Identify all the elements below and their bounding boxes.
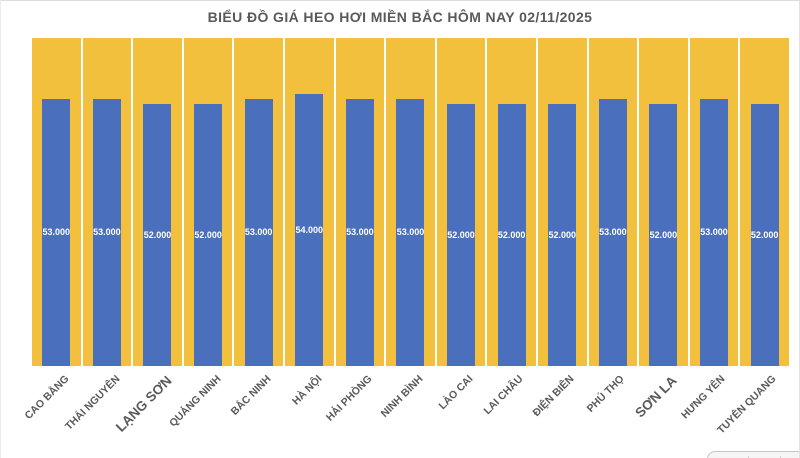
chart-title: BIỂU ĐỒ GIÁ HEO HƠI MIỀN BẮC HÔM NAY 02/… bbox=[207, 9, 593, 25]
category-label: SƠN LA bbox=[632, 373, 680, 421]
plot-area: 53.000 53.000 52.000 52.000 53.000 54.000 53.0… bbox=[32, 38, 789, 366]
category-label: CAO BẰNG bbox=[22, 373, 72, 422]
value-label: 52.000 bbox=[447, 229, 475, 240]
price-bar[interactable]: 53.000 bbox=[244, 98, 273, 366]
value-label: 54.000 bbox=[295, 224, 324, 235]
horizontal-scrollbar[interactable] bbox=[707, 451, 799, 458]
value-label: 52.000 bbox=[497, 229, 526, 240]
column-background: 53.000 bbox=[32, 38, 81, 366]
price-bar[interactable]: 52.000 bbox=[143, 103, 172, 366]
value-label: 52.000 bbox=[194, 229, 222, 240]
value-label: 52.000 bbox=[649, 229, 678, 240]
category-label: ĐIỆN BIÊN bbox=[530, 373, 577, 420]
column-background: 52.000 bbox=[133, 38, 182, 366]
category-label: NINH BÌNH bbox=[378, 373, 425, 420]
category-label: TUYÊN QUANG bbox=[714, 373, 779, 437]
value-label: 53.000 bbox=[700, 227, 728, 238]
scrollbar-tick bbox=[748, 456, 749, 458]
value-label: 52.000 bbox=[143, 229, 172, 240]
price-bar[interactable]: 53.000 bbox=[345, 98, 374, 366]
price-bar[interactable]: 52.000 bbox=[750, 103, 779, 366]
value-label: 53.000 bbox=[244, 227, 273, 238]
column-background: 52.000 bbox=[639, 38, 688, 366]
price-bar[interactable]: 54.000 bbox=[295, 93, 324, 366]
price-bar[interactable]: 53.000 bbox=[396, 98, 425, 366]
category-label: HẢI PHÒNG bbox=[323, 373, 375, 424]
price-bar[interactable]: 52.000 bbox=[548, 103, 577, 366]
column-background: 52.000 bbox=[436, 38, 486, 366]
column-background: 53.000 bbox=[335, 38, 385, 366]
column-background: 52.000 bbox=[183, 38, 233, 366]
column-background: 53.000 bbox=[386, 38, 435, 366]
column-background: 53.000 bbox=[689, 38, 739, 366]
column-background: 52.000 bbox=[537, 38, 587, 366]
category-label: LAI CHÂU bbox=[481, 373, 526, 417]
value-label: 52.000 bbox=[548, 229, 576, 240]
price-bar[interactable]: 53.000 bbox=[700, 98, 729, 366]
column-background: 53.000 bbox=[588, 38, 638, 366]
category-label: HƯNG YÊN bbox=[679, 373, 728, 422]
value-label: 53.000 bbox=[93, 227, 121, 238]
column-background: 53.000 bbox=[82, 38, 132, 366]
category-label: LÀO CAI bbox=[436, 373, 476, 413]
column-background: 52.000 bbox=[487, 38, 536, 366]
column-background: 52.000 bbox=[740, 38, 789, 366]
price-bar[interactable]: 52.000 bbox=[194, 103, 223, 366]
price-bar[interactable]: 52.000 bbox=[649, 103, 678, 366]
category-label: PHÚ THỌ bbox=[584, 373, 627, 415]
value-label: 53.000 bbox=[42, 227, 71, 238]
scrollbar-tick bbox=[780, 456, 781, 458]
price-bar[interactable]: 53.000 bbox=[598, 98, 627, 366]
category-label: LẠNG SƠN bbox=[113, 373, 175, 435]
price-bar[interactable]: 53.000 bbox=[42, 98, 71, 366]
column-background: 53.000 bbox=[234, 38, 283, 366]
category-label: HÀ NỘI bbox=[289, 373, 325, 408]
price-bar[interactable]: 52.000 bbox=[447, 103, 476, 366]
category-label: BẮC NINH bbox=[228, 373, 274, 418]
price-bar[interactable]: 52.000 bbox=[497, 103, 526, 366]
price-bar[interactable]: 53.000 bbox=[92, 98, 121, 366]
category-label: THÁI NGUYÊN bbox=[62, 373, 123, 433]
category-label: QUẢNG NINH bbox=[166, 373, 224, 430]
column-background: 54.000 bbox=[284, 38, 334, 366]
value-label: 53.000 bbox=[346, 227, 374, 238]
value-label: 53.000 bbox=[599, 227, 627, 238]
value-label: 52.000 bbox=[750, 229, 779, 240]
value-label: 53.000 bbox=[396, 227, 425, 238]
